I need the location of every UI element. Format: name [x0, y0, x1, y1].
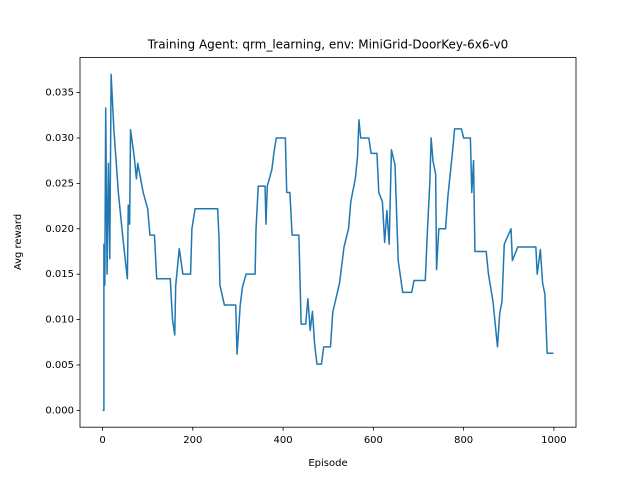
y-tick-label: 0.000	[45, 405, 74, 416]
y-tick-label: 0.010	[45, 315, 74, 326]
chart-title: Training Agent: qrm_learning, env: MiniG…	[147, 38, 508, 52]
data-line	[102, 73, 554, 412]
x-tick-label: 800	[454, 435, 473, 446]
y-tick-label: 0.025	[45, 178, 74, 189]
x-tick-label: 0	[99, 435, 105, 446]
y-tick-label: 0.030	[45, 133, 74, 144]
y-tick-label: 0.035	[45, 88, 74, 99]
x-tick-label: 200	[183, 435, 202, 446]
plot-frame	[79, 57, 577, 428]
x-tick-label: 600	[364, 435, 383, 446]
y-tick-label: 0.005	[45, 360, 74, 371]
y-tick-label: 0.015	[45, 269, 74, 280]
x-axis-label: Episode	[308, 458, 347, 469]
x-tick-label: 1000	[541, 435, 566, 446]
y-axis-label: Avg reward	[13, 214, 24, 270]
x-tick-label: 400	[274, 435, 293, 446]
y-tick-label: 0.020	[45, 224, 74, 235]
